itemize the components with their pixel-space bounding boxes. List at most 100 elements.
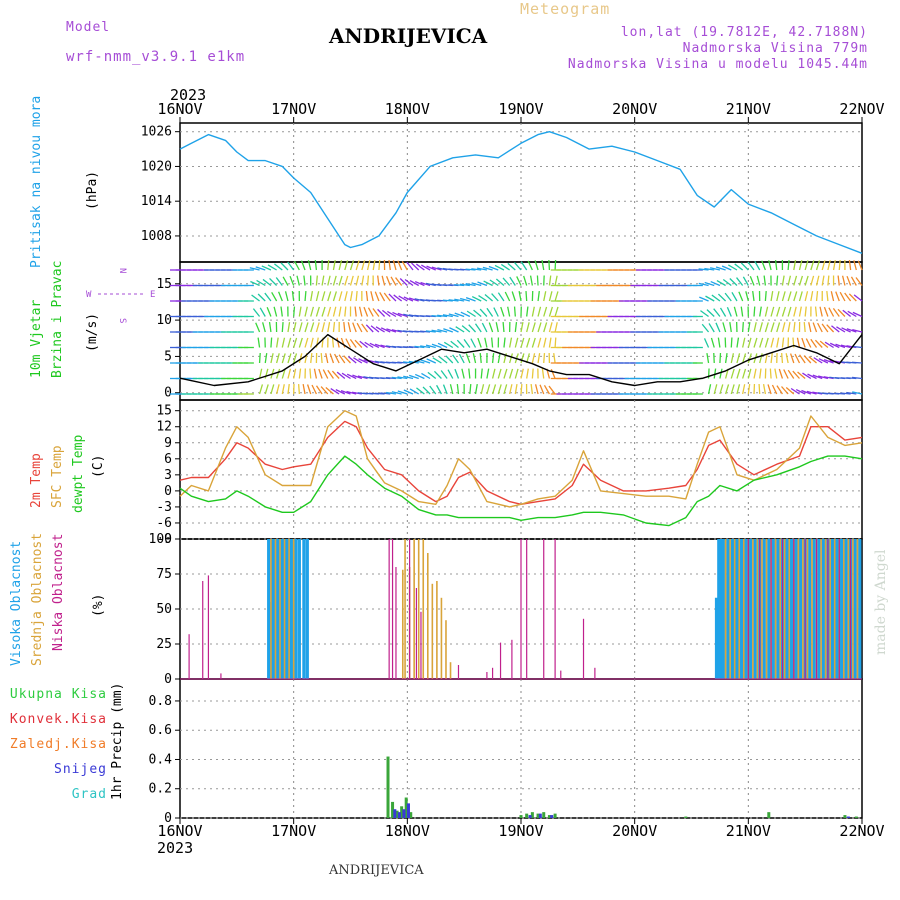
wind-barb xyxy=(500,306,505,317)
wind-barb xyxy=(325,353,329,364)
legend-conv: Konvek.Kisa xyxy=(10,712,107,727)
wind-barb xyxy=(352,374,363,380)
wind-barb xyxy=(793,291,798,302)
wind-barb xyxy=(509,368,514,379)
wind-barb xyxy=(527,260,533,271)
ytick-label: -9 xyxy=(156,532,172,547)
wind-barb xyxy=(479,308,488,317)
wind-barb xyxy=(431,329,442,333)
wind-barb xyxy=(345,338,352,348)
wind-barb xyxy=(315,322,320,333)
wind-barb xyxy=(287,322,291,333)
wind-barb xyxy=(403,313,414,318)
wind-barb xyxy=(778,368,784,379)
wind-barb xyxy=(719,368,723,379)
ytick-label: 0.2 xyxy=(149,782,172,797)
wind-barb xyxy=(271,291,278,302)
wind-barb xyxy=(429,385,437,395)
wind-barb xyxy=(710,267,721,271)
wind-barb xyxy=(520,322,524,333)
wind-barb xyxy=(531,353,536,364)
wind-barb xyxy=(554,337,557,348)
wind-barb xyxy=(426,358,437,364)
precip-bar xyxy=(767,812,771,818)
wind-barb xyxy=(830,291,835,302)
wind-barb xyxy=(813,357,823,364)
wind-barb xyxy=(548,306,553,317)
wind-barb xyxy=(256,279,266,287)
elevation-text: Nadmorska Visina 779m xyxy=(682,41,868,56)
wind-barb xyxy=(287,368,292,379)
wind-barb xyxy=(548,275,552,286)
wind-barb xyxy=(706,353,710,364)
wind-barb xyxy=(454,283,465,287)
wind-barb xyxy=(514,368,519,379)
precip-bar xyxy=(536,813,540,818)
wind-barb xyxy=(486,307,494,317)
wind-barb xyxy=(719,384,724,395)
wind-barb xyxy=(759,306,762,317)
wind-barb xyxy=(768,260,772,271)
wind-barb xyxy=(531,322,536,333)
wind-barb xyxy=(327,369,334,379)
wind-barb xyxy=(267,264,277,271)
wind-barb xyxy=(770,306,775,317)
wind-barb xyxy=(734,263,744,271)
wind-barb xyxy=(468,324,477,333)
wind-barb xyxy=(537,306,542,317)
wind-barb xyxy=(318,368,323,379)
wind-barb xyxy=(719,352,722,364)
wind-barb xyxy=(348,356,357,364)
wind-barb xyxy=(280,262,289,271)
model-label: Model xyxy=(66,20,111,35)
wind-barb xyxy=(730,353,735,364)
wind-barb xyxy=(729,322,732,333)
wind-barb xyxy=(403,296,414,302)
wind-barb xyxy=(336,371,346,379)
temp-line-1 xyxy=(179,410,863,508)
date-label-top: 19NOV xyxy=(498,100,543,118)
wind-barb xyxy=(491,368,496,379)
wind-barb xyxy=(763,275,767,286)
wind-barb xyxy=(364,341,374,349)
wind-barb xyxy=(710,280,721,287)
wind-barb xyxy=(280,306,283,317)
wind-barb xyxy=(827,275,830,286)
wind-barb xyxy=(414,373,425,380)
wind-barb xyxy=(543,337,547,348)
wind-barb xyxy=(470,338,477,348)
wind-compass-n: N xyxy=(117,268,127,273)
wind-barb xyxy=(257,293,266,302)
wind-barb xyxy=(465,353,471,364)
wind-barb xyxy=(749,275,755,286)
wind-barb xyxy=(520,383,523,395)
wind-barb xyxy=(298,306,302,317)
wind-barb xyxy=(321,306,326,317)
wind-barb xyxy=(804,291,809,302)
wind-barb xyxy=(842,309,852,318)
wind-barb xyxy=(523,275,528,286)
wind-barb xyxy=(380,327,391,333)
ytick-label: 3 xyxy=(164,468,172,483)
wind-barb xyxy=(358,306,363,317)
wind-barb xyxy=(819,306,823,317)
wind-barb xyxy=(838,259,841,271)
wind-barb xyxy=(466,310,476,318)
wind-barb xyxy=(478,295,488,302)
wind-barb xyxy=(359,340,368,349)
wind-barb xyxy=(787,322,791,333)
wind-barb xyxy=(264,384,269,395)
wind-barb xyxy=(471,268,482,271)
wind-barb xyxy=(491,293,499,302)
wind-barb xyxy=(250,280,260,287)
wind-barb xyxy=(497,368,502,379)
wind-barb xyxy=(275,384,280,395)
wind-barb xyxy=(454,312,465,318)
wind-barb xyxy=(450,340,459,349)
wind-barb xyxy=(369,359,380,364)
wind-barb xyxy=(543,306,548,317)
date-label-top: 18NOV xyxy=(385,100,430,118)
wind-barb xyxy=(804,275,809,286)
wind-barb xyxy=(764,306,769,317)
